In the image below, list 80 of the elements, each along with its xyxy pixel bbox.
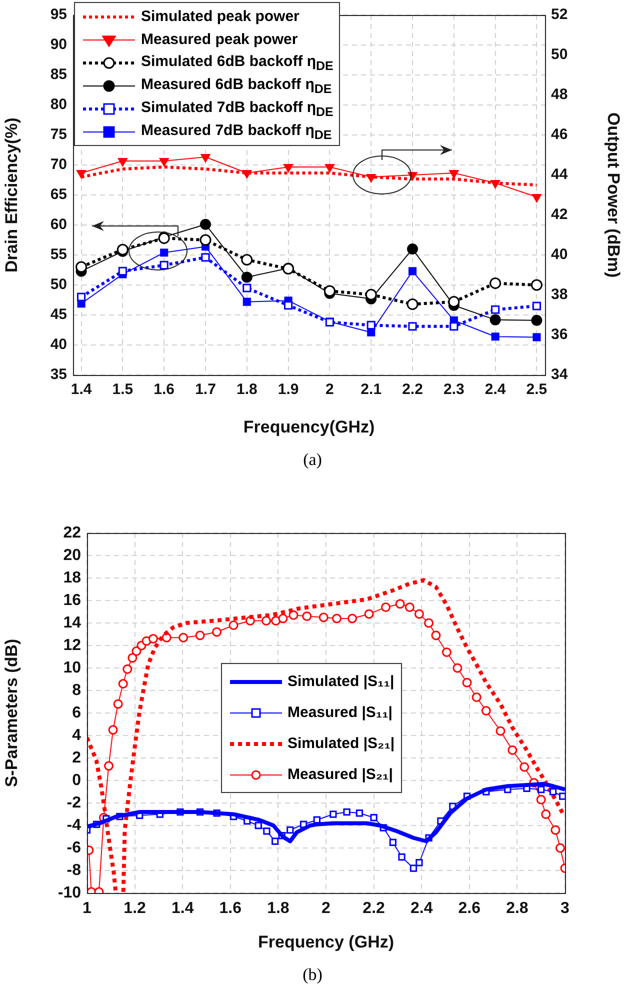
x-tick-label: 1 — [82, 900, 92, 918]
y-tick-label: 0 — [72, 772, 82, 789]
y-tick-label: 12 — [63, 636, 82, 654]
x-tick-label: 2.2 — [362, 900, 386, 918]
x-tick-label: 1.8 — [236, 381, 258, 398]
y-tick-label: 55 — [50, 246, 67, 264]
y2-tick-label: 46 — [551, 126, 568, 144]
x-axis-title: Frequency(GHz) — [243, 417, 375, 436]
text: (a) — [302, 450, 323, 470]
x-tick-label: 2.4 — [410, 900, 433, 918]
x-tick-label: 1.7 — [195, 381, 216, 398]
y-tick-label: 4 — [72, 726, 82, 744]
y-tick-label: -2 — [66, 794, 82, 812]
y2-tick-label: 36 — [551, 326, 568, 344]
legend-label: Simulated |S₁₁| — [288, 673, 394, 690]
x-tick-label: 2.6 — [458, 900, 481, 918]
y-axis-title: S-Parameters (dB) — [2, 638, 21, 788]
x-tick-label: 2.5 — [526, 381, 548, 398]
x-tick-label: 1.5 — [112, 381, 134, 398]
y2-tick-label: 48 — [551, 86, 568, 104]
y-tick-label: 50 — [50, 276, 67, 294]
y-tick-label: 14 — [63, 614, 82, 632]
y-tick-label: 40 — [50, 336, 67, 354]
y-tick-label: 10 — [63, 659, 82, 676]
x-tick-label: 1.8 — [267, 900, 290, 918]
legend-label: Measured peak power — [141, 31, 298, 48]
x-axis-title: Frequency (GHz) — [258, 932, 394, 952]
y-tick-label: 22 — [63, 524, 82, 542]
y-tick-label: 70 — [50, 156, 67, 174]
y-tick-label: 20 — [63, 546, 82, 564]
y-tick-label: -10 — [58, 884, 82, 902]
x-tick-label: 2.3 — [443, 381, 464, 398]
legend-label: Measured |S₁₁| — [288, 704, 392, 721]
y2-tick-label: 52 — [551, 6, 568, 24]
text: (b) — [302, 965, 324, 985]
y-tick-label: 90 — [50, 36, 67, 54]
x-tick-label: 2 — [326, 381, 334, 398]
legend-label: Measured 7dB backoff η$_{DE}$ — [141, 122, 332, 142]
y-tick-label: 18 — [63, 569, 82, 586]
legend-label: Measured 6dB backoff η$_{DE}$ — [141, 76, 332, 96]
y-tick-label: 45 — [50, 306, 67, 324]
y2-tick-label: 50 — [551, 46, 568, 64]
y-tick-label: -4 — [66, 816, 82, 834]
x-tick-label: 2.8 — [506, 900, 528, 918]
legend-label: Simulated |S₂₁| — [288, 735, 395, 752]
x-tick-label: 2 — [322, 900, 331, 918]
y-tick-label: 6 — [72, 704, 82, 722]
x-tick-label: 1.2 — [124, 900, 146, 918]
y2-tick-label: 34 — [551, 366, 568, 384]
x-tick-label: 2.2 — [402, 381, 423, 398]
y-tick-label: 95 — [50, 6, 67, 24]
y-axis-title: Drain Efficiency(%) — [2, 118, 21, 272]
y-tick-label: 16 — [63, 592, 82, 609]
y2-tick-label: 38 — [551, 286, 568, 304]
y-tick-label: 85 — [50, 66, 67, 84]
y-tick-label: 35 — [50, 366, 67, 384]
x-tick-label: 1.4 — [171, 900, 194, 918]
y2-tick-label: 42 — [551, 206, 568, 224]
legend-label: Simulated 6dB backoff η$_{DE}$ — [141, 52, 334, 72]
y2-axis-title: Output Power (dBm) — [604, 112, 624, 278]
y-tick-label: 80 — [50, 96, 67, 114]
y2-tick-label: 44 — [551, 166, 568, 184]
y-tick-label: -8 — [66, 862, 82, 879]
legend-label: Simulated 7dB backoff η$_{DE}$ — [141, 98, 334, 118]
x-tick-label: 1.6 — [154, 381, 175, 398]
legend-label: Measured |S₂₁| — [288, 766, 393, 783]
y2-tick-label: 40 — [551, 246, 568, 264]
x-tick-label: 2.1 — [360, 381, 382, 398]
legend-label: Simulated peak power — [141, 8, 300, 25]
y-tick-label: -6 — [66, 839, 82, 856]
x-tick-label: 2.4 — [484, 381, 506, 398]
y-tick-label: 8 — [72, 682, 82, 699]
x-tick-label: 1.6 — [219, 900, 242, 918]
y-tick-label: 2 — [72, 749, 82, 766]
x-tick-label: 1.9 — [278, 381, 299, 398]
y-tick-label: 60 — [50, 216, 67, 234]
y-tick-label: 65 — [50, 186, 67, 204]
x-tick-label: 1.4 — [70, 381, 92, 398]
y-tick-label: 75 — [50, 126, 67, 144]
x-tick-label: 3 — [560, 900, 570, 918]
